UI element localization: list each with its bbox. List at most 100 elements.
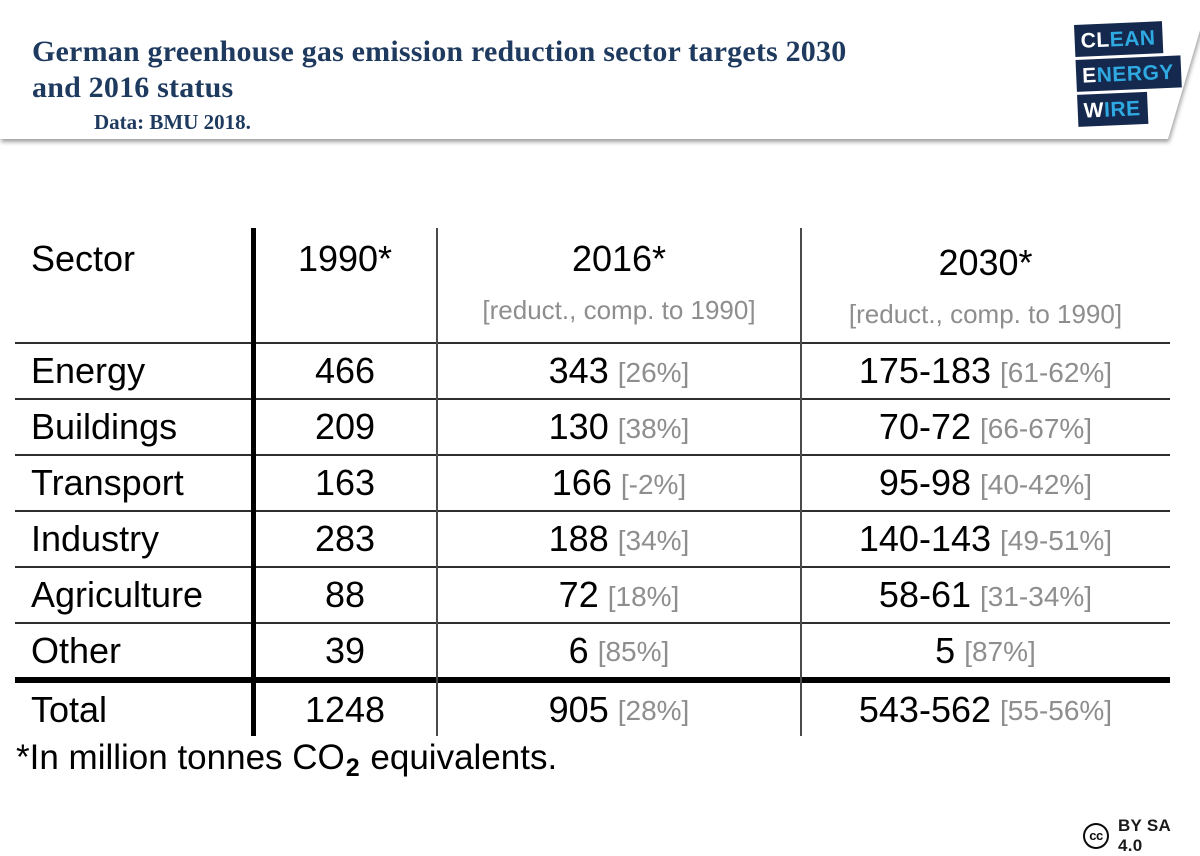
value-2030: 543-562 (858, 688, 992, 730)
value-2030-cell: 95-98 [40-42%] (801, 456, 1170, 510)
logo-wire-white: W (1083, 98, 1105, 123)
column-header-2030-label: 2030* (938, 242, 1033, 283)
page-title-line1: German greenhouse gas emission reduction… (32, 35, 847, 68)
value-2016-cell: 130 [38%] (437, 400, 801, 454)
data-source-note: Data: BMU 2018. (94, 110, 251, 134)
logo-line-energy: ENERGY (1075, 55, 1182, 92)
logo-line-clean: CLEAN (1074, 21, 1164, 57)
value-2016-cell: 188 [34%] (437, 512, 801, 566)
cc-icon-letters: cc (1089, 827, 1103, 843)
reduction-2030: [55-56%] (1000, 695, 1113, 726)
column-header-1990: 1990* (253, 228, 437, 342)
value-2016: 905 (548, 688, 609, 730)
sector-cell: Total (31, 688, 108, 730)
sector-cell: Transport (31, 462, 184, 503)
value-2030: 70-72 (878, 406, 971, 447)
column-header-2016-label: 2016* (571, 238, 667, 279)
value-1990-cell: 209 (314, 406, 376, 447)
logo-wire-blue: IRE (1103, 97, 1142, 122)
column-divider-2016-2030 (800, 228, 802, 736)
license-badge: cc BY SA 4.0 (1083, 816, 1200, 856)
page-title: German greenhouse gas emission reduction… (32, 34, 1042, 106)
table-row-total: Total 1248 905 [28%] 543-562 [55-56%] (15, 683, 1170, 736)
value-2016: 188 (548, 518, 609, 559)
column-header-sector-label: Sector (31, 238, 136, 279)
column-header-1990-label: 1990* (297, 238, 393, 279)
page-title-line2: and 2016 status (32, 71, 234, 104)
license-label: BY SA 4.0 (1117, 816, 1171, 855)
column-header-sector: Sector (15, 228, 253, 342)
value-2030: 58-61 (878, 574, 971, 615)
logo-clean-blue: EAN (1109, 26, 1156, 52)
sector-cell: Energy (31, 350, 146, 391)
column-header-2030-subnote: [reduct., comp. to 1990] (848, 299, 1123, 329)
reduction-2016: [26%] (617, 356, 690, 388)
value-1990-cell: 283 (314, 518, 376, 559)
value-2016: 6 (568, 629, 589, 671)
table-row-other: Other 39 6 [85%] 5 [87%] (15, 624, 1170, 683)
sector-cell: Industry (31, 518, 160, 559)
logo-line-wire: WIRE (1077, 91, 1149, 127)
sector-cell: Buildings (31, 406, 178, 447)
value-2030-cell: 58-61 [31-34%] (801, 568, 1170, 622)
value-2016-cell: 905 [28%] (437, 683, 801, 736)
value-1990-cell: 88 (324, 574, 366, 615)
value-2016-cell: 6 [85%] (437, 624, 801, 677)
table-row-agriculture: Agriculture 88 72 [18%] 58-61 [31-34%] (15, 568, 1170, 624)
table-footnote: *In million tonnes CO2 equivalents. (16, 738, 558, 782)
reduction-2016: [28%] (617, 695, 690, 726)
reduction-2030: [31-34%] (980, 580, 1093, 612)
table-row-transport: Transport 163 166 [-2%] 95-98 [40-42%] (15, 456, 1170, 512)
footnote-text-pre: *In million tonnes CO (16, 738, 345, 777)
reduction-2016: [85%] (597, 636, 670, 667)
reduction-2030: [87%] (964, 636, 1036, 667)
value-2030-cell: 175-183 [61-62%] (801, 344, 1170, 398)
value-2016: 343 (548, 350, 609, 391)
value-2030-cell: 543-562 [55-56%] (801, 683, 1170, 736)
title-block: German greenhouse gas emission reduction… (32, 34, 1042, 135)
clean-energy-wire-logo: CLEAN ENERGY WIRE (1074, 20, 1183, 129)
emissions-table: Sector 1990* 2016* [reduct., comp. to 19… (15, 228, 1170, 736)
reduction-2030: [40-42%] (980, 468, 1093, 500)
reduction-2016: [18%] (607, 580, 680, 612)
creative-commons-icon: cc (1083, 823, 1109, 849)
table-row-industry: Industry 283 188 [34%] 140-143 [49-51%] (15, 512, 1170, 568)
value-2030: 140-143 (858, 518, 992, 559)
value-2030: 95-98 (878, 462, 971, 503)
footnote-co2-subscript: 2 (345, 754, 360, 782)
value-2030-cell: 5 [87%] (801, 624, 1170, 677)
reduction-2016: [-2%] (620, 468, 687, 500)
value-2030: 5 (935, 629, 956, 671)
value-2016: 166 (551, 462, 612, 503)
sector-cell: Agriculture (31, 574, 204, 615)
value-2016: 72 (558, 574, 599, 615)
column-header-2016-subnote: [reduct., comp. to 1990] (482, 295, 756, 325)
reduction-2030: [49-51%] (1000, 524, 1113, 556)
value-2030-cell: 140-143 [49-51%] (801, 512, 1170, 566)
value-1990-cell: 163 (314, 462, 376, 503)
header-band: German greenhouse gas emission reduction… (0, 0, 1200, 145)
table-row-energy: Energy 466 343 [26%] 175-183 [61-62%] (15, 344, 1170, 400)
value-2016-cell: 343 [26%] (437, 344, 801, 398)
value-2016-cell: 166 [-2%] (437, 456, 801, 510)
table-row-buildings: Buildings 209 130 [38%] 70-72 [66-67%] (15, 400, 1170, 456)
logo-energy-white: E (1081, 64, 1098, 88)
value-1990-cell: 39 (324, 629, 366, 671)
header-band-shape: German greenhouse gas emission reduction… (0, 0, 1200, 139)
logo-clean-white: CL (1080, 28, 1111, 53)
value-2030: 175-183 (858, 350, 992, 391)
footnote-text-post: equivalents. (360, 738, 558, 777)
reduction-2016: [38%] (617, 412, 690, 444)
column-divider-thick (251, 228, 256, 736)
table-header-row: Sector 1990* 2016* [reduct., comp. to 19… (15, 228, 1170, 344)
reduction-2030: [61-62%] (1000, 356, 1113, 388)
column-header-2030: 2030* [reduct., comp. to 1990] (801, 228, 1170, 342)
column-header-2016: 2016* [reduct., comp. to 1990] (437, 228, 801, 342)
value-1990-cell: 1248 (304, 688, 386, 730)
table-body: Energy 466 343 [26%] 175-183 [61-62%] Building… (15, 344, 1170, 736)
reduction-2016: [34%] (617, 524, 690, 556)
logo-energy-blue: NERGY (1096, 60, 1175, 88)
reduction-2030: [66-67%] (980, 412, 1093, 444)
value-2016: 130 (548, 406, 609, 447)
value-1990-cell: 466 (314, 350, 376, 391)
